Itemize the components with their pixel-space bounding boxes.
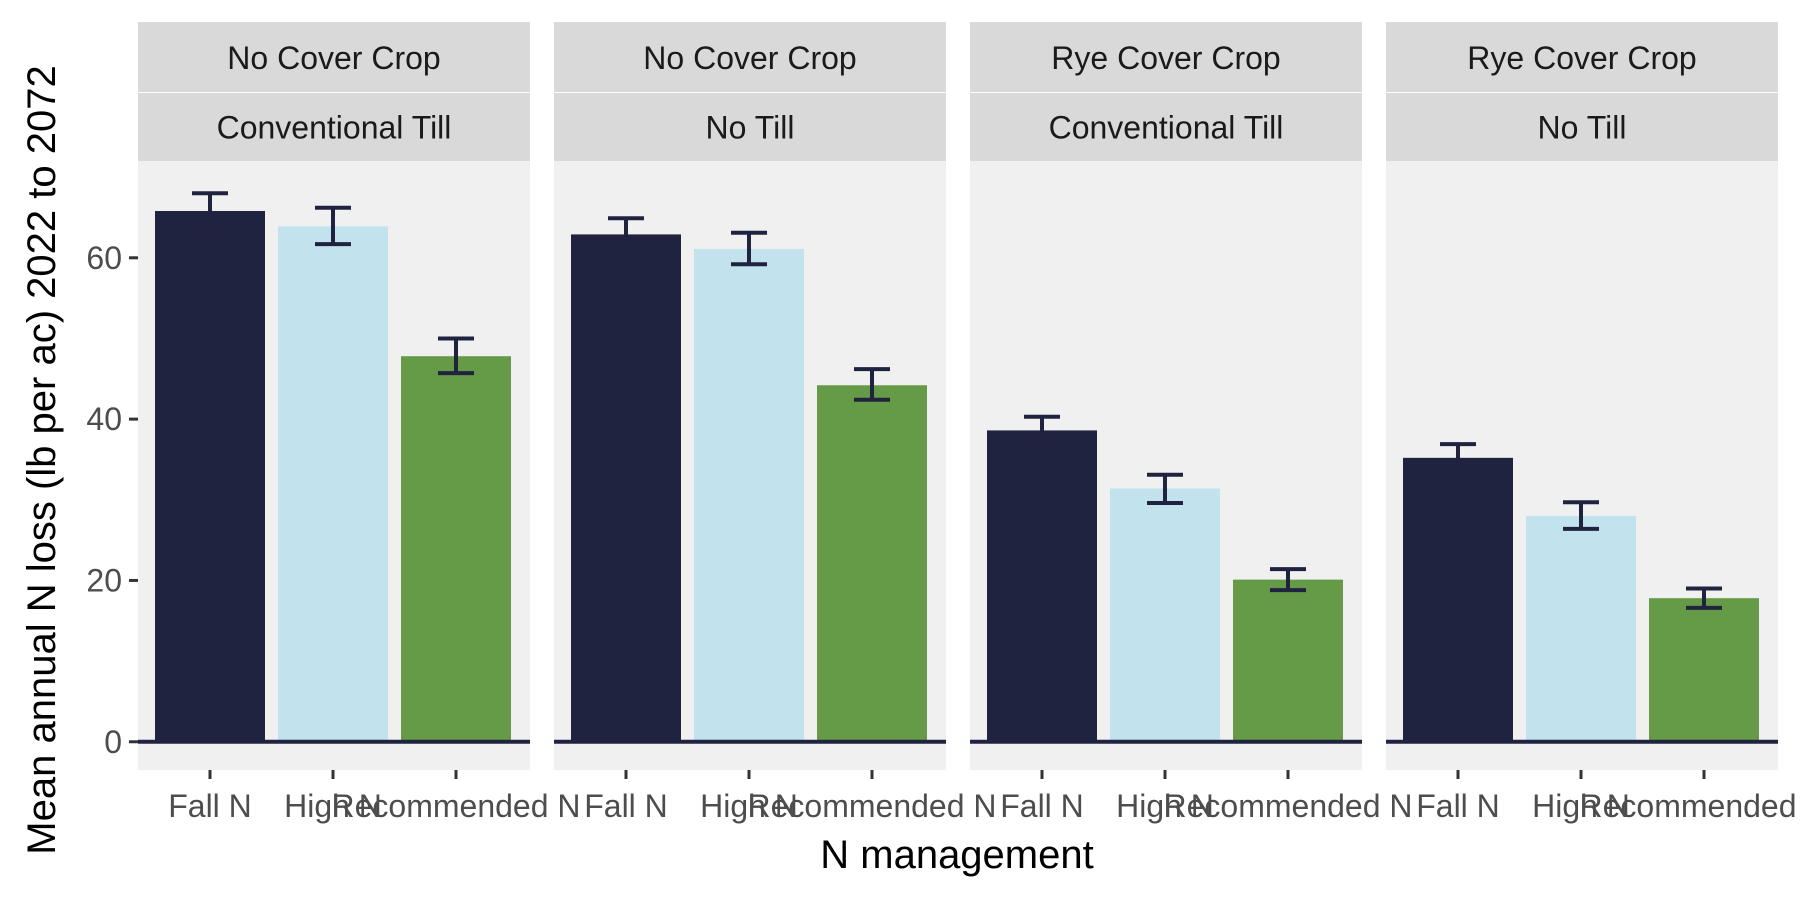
y-tick-label: 20 xyxy=(86,562,122,598)
bar-recommended-n xyxy=(1233,580,1343,742)
strip-label-tillage: Conventional Till xyxy=(1049,110,1284,146)
y-axis: 0 20 40 60 xyxy=(86,240,138,760)
bar-high-n xyxy=(1526,516,1636,742)
strip-label-cover-crop: Rye Cover Crop xyxy=(1051,40,1280,76)
bar-fall-n xyxy=(987,430,1097,741)
y-tick-label: 40 xyxy=(86,401,122,437)
x-tick-label: Recommended N xyxy=(1164,788,1413,824)
x-tick-label: Fall N xyxy=(168,788,252,824)
x-tick-label: Fall N xyxy=(584,788,668,824)
bar-fall-n xyxy=(571,234,681,741)
strip-label-tillage: No Till xyxy=(1538,110,1627,146)
x-tick-label: Recommended N xyxy=(748,788,997,824)
x-tick-label: Recommended N xyxy=(1580,788,1800,824)
y-axis-title: Mean annual N loss (lb per ac) 2022 to 2… xyxy=(20,65,64,854)
strip-label-tillage: No Till xyxy=(706,110,795,146)
y-tick-label: 60 xyxy=(86,240,122,276)
x-tick-label: Fall N xyxy=(1416,788,1500,824)
bar-fall-n xyxy=(1403,458,1513,742)
y-tick-label: 0 xyxy=(104,724,122,760)
x-axis-title: N management xyxy=(820,833,1093,877)
bar-high-n xyxy=(1110,488,1220,741)
strip-label-cover-crop: Rye Cover Crop xyxy=(1467,40,1696,76)
x-tick-label: Fall N xyxy=(1000,788,1084,824)
strip-label-tillage: Conventional Till xyxy=(217,110,452,146)
bar-high-n xyxy=(278,226,388,741)
bar-recommended-n xyxy=(817,385,927,742)
x-tick-label: Recommended N xyxy=(332,788,581,824)
strip-label-cover-crop: No Cover Crop xyxy=(227,40,440,76)
bar-fall-n xyxy=(155,211,265,742)
bar-recommended-n xyxy=(401,356,511,742)
bar-recommended-n xyxy=(1649,598,1759,742)
bar-high-n xyxy=(694,249,804,742)
strip-label-cover-crop: No Cover Crop xyxy=(643,40,856,76)
